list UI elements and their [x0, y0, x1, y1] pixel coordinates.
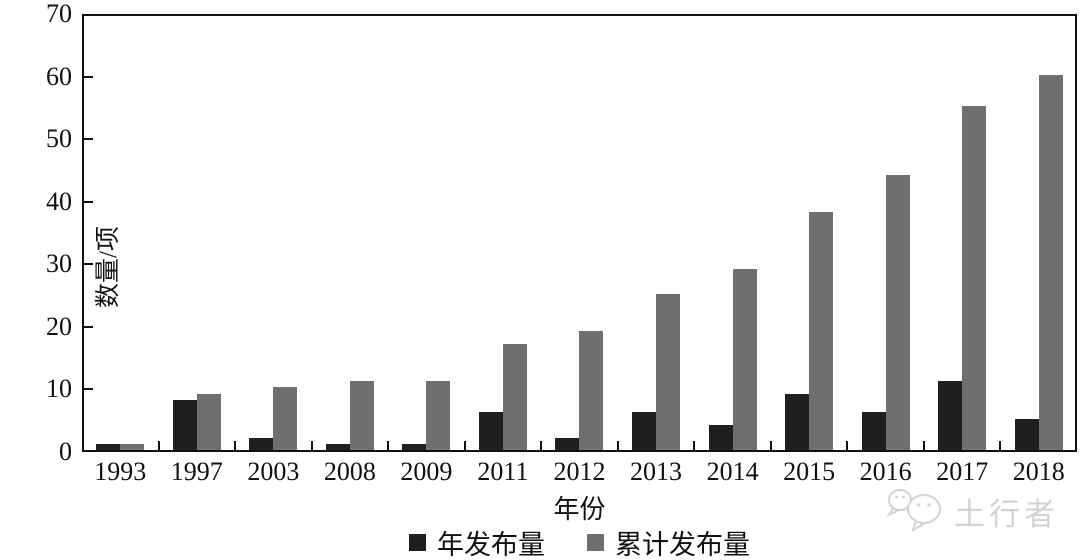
bar-annual	[938, 381, 963, 450]
legend-item-annual: 年发布量	[409, 523, 545, 560]
bar-annual	[1014, 418, 1039, 450]
legend-item-cumulative: 累计发布量	[587, 523, 750, 560]
bar-annual	[96, 443, 121, 450]
bar-group	[312, 16, 389, 450]
y-tick-mark	[84, 263, 93, 266]
bar-group	[1000, 16, 1077, 450]
y-tick-label: 40	[46, 186, 72, 216]
wechat-icon	[886, 489, 941, 533]
bar-group	[465, 16, 542, 450]
bar-group	[388, 16, 465, 450]
bar-cumulative	[196, 393, 221, 450]
bar-group	[694, 16, 771, 450]
bar-group	[235, 16, 312, 450]
bar-group	[159, 16, 236, 450]
bar-annual	[632, 412, 657, 450]
x-tick-label: 2012	[553, 457, 606, 486]
x-tick-mark	[310, 441, 313, 450]
bar-annual	[708, 424, 733, 450]
bar-cumulative	[426, 381, 451, 450]
x-tick-label: 2011	[477, 457, 529, 486]
bar-group	[618, 16, 695, 450]
x-tick-label: 2015	[783, 457, 836, 486]
bar-cumulative	[732, 268, 757, 450]
bar-group	[924, 16, 1001, 450]
x-tick-mark	[846, 441, 849, 450]
y-tick-label: 10	[46, 374, 72, 404]
legend-label-cumulative: 累计发布量	[615, 530, 750, 560]
y-tick-mark	[84, 138, 93, 141]
x-tick-label: 2016	[859, 457, 912, 486]
y-tick-label: 60	[46, 61, 72, 91]
bar-cumulative	[120, 443, 145, 450]
x-tick-mark	[693, 441, 696, 450]
x-tick-mark	[234, 441, 237, 450]
y-tick-mark	[84, 325, 93, 328]
bar-cumulative	[273, 387, 298, 450]
x-tick-label: 2018	[1012, 457, 1065, 486]
y-tick-label: 30	[46, 249, 72, 279]
x-tick-label: 2003	[247, 457, 300, 486]
x-tick-mark	[540, 441, 543, 450]
x-tick-mark	[387, 441, 390, 450]
x-tick-label: 2008	[323, 457, 376, 486]
bar-group	[847, 16, 924, 450]
x-tick-label: 2013	[630, 457, 683, 486]
x-tick-mark	[769, 441, 772, 450]
legend: 年发布量 累计发布量	[82, 523, 1077, 560]
legend-label-annual: 年发布量	[437, 530, 545, 560]
x-axis-title: 年份	[553, 495, 606, 524]
y-tick-label: 20	[46, 311, 72, 341]
bar-cumulative	[809, 212, 834, 450]
bar-cumulative	[502, 343, 527, 450]
watermark-text: 土行者	[954, 496, 1059, 532]
x-tick-mark	[922, 441, 925, 450]
x-tick-mark	[463, 441, 466, 450]
bar-annual	[249, 437, 274, 450]
x-tick-label: 2017	[936, 457, 989, 486]
y-tick-mark	[84, 75, 93, 78]
bar-annual	[861, 412, 886, 450]
bar-cumulative	[579, 331, 604, 450]
legend-swatch-annual	[409, 534, 426, 551]
bar-group	[541, 16, 618, 450]
watermark: 土行者	[886, 484, 1059, 538]
bar-group	[771, 16, 848, 450]
legend-swatch-cumulative	[587, 534, 604, 551]
bar-annual	[785, 393, 810, 450]
y-tick-mark	[84, 388, 93, 391]
bar-cumulative	[885, 174, 910, 450]
y-tick-label: 50	[46, 124, 72, 154]
x-tick-mark	[616, 441, 619, 450]
x-tick-mark	[157, 441, 160, 450]
x-tick-label: 2009	[400, 457, 453, 486]
bar-annual	[172, 399, 197, 450]
bar-annual	[478, 412, 503, 450]
x-tick-label: 1997	[170, 457, 223, 486]
bar-cumulative	[656, 293, 681, 450]
bar-cumulative	[962, 105, 987, 450]
y-tick-label: 70	[46, 0, 72, 28]
x-tick-mark	[999, 441, 1002, 450]
bar-cumulative	[349, 381, 374, 450]
y-tick-label: 0	[59, 437, 72, 466]
x-tick-label: 2014	[706, 457, 759, 486]
bar-annual	[402, 443, 427, 450]
bar-group	[82, 16, 159, 450]
bar-annual	[555, 437, 580, 450]
bar-cumulative	[1038, 74, 1063, 450]
bar-annual	[325, 443, 350, 450]
y-tick-mark	[84, 200, 93, 203]
x-tick-label: 1993	[94, 457, 147, 486]
